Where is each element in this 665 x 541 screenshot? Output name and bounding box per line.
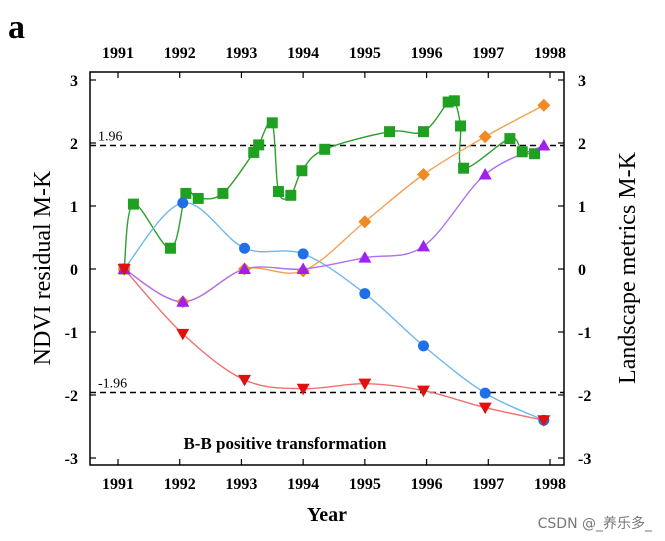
data-point-green-squares	[504, 133, 516, 145]
data-point-green-squares	[442, 96, 454, 108]
data-point-red-triangles-down	[238, 374, 252, 387]
x-axis-title: Year	[307, 504, 347, 526]
x-tick-label-top: 1996	[411, 45, 443, 62]
annotation-text: B-B positive transformation	[183, 434, 387, 453]
data-point-blue-circles	[177, 197, 189, 209]
series-line-red-triangles-down	[123, 268, 544, 421]
x-tick-label-bottom: 1996	[411, 476, 443, 493]
data-point-green-squares	[319, 143, 331, 155]
x-tick-label-top: 1995	[349, 45, 381, 62]
data-point-orange-diamonds	[537, 98, 551, 112]
y-tick-label-left: 3	[70, 73, 78, 90]
data-point-green-squares	[417, 126, 429, 138]
x-tick-label-top: 1992	[164, 45, 196, 62]
data-point-green-squares	[253, 139, 265, 151]
data-point-green-squares	[448, 95, 460, 107]
x-tick-label-bottom: 1997	[472, 476, 504, 493]
x-tick-label-bottom: 1995	[349, 476, 381, 493]
data-point-purple-triangles-up	[416, 239, 430, 252]
data-point-green-squares	[285, 189, 297, 201]
data-point-green-squares	[529, 148, 541, 160]
data-point-red-triangles-down	[296, 383, 310, 396]
data-point-green-squares	[458, 162, 470, 174]
series-line-green-squares	[123, 97, 535, 270]
data-point-green-squares	[180, 187, 192, 199]
data-point-blue-circles	[297, 248, 309, 260]
data-point-orange-diamonds	[358, 215, 372, 229]
y-tick-label-right: -1	[578, 325, 591, 342]
y-tick-label-right: 1	[578, 199, 586, 216]
panel-label: a	[8, 9, 25, 46]
x-tick-label-bottom: 1993	[225, 476, 257, 493]
x-tick-label-top: 1993	[225, 45, 257, 62]
data-point-green-squares	[266, 117, 278, 129]
data-point-green-squares	[516, 146, 528, 158]
y-tick-label-left: -3	[65, 451, 78, 468]
data-point-red-triangles-down	[176, 328, 190, 341]
data-point-purple-triangles-up	[296, 262, 310, 274]
x-tick-label-bottom: 1991	[102, 476, 134, 493]
x-tick-label-bottom: 1998	[534, 476, 566, 493]
data-point-green-squares	[455, 120, 467, 132]
x-tick-label-top: 1991	[102, 45, 134, 62]
y-tick-label-right: -2	[578, 388, 591, 405]
data-point-green-squares	[248, 146, 260, 158]
y-tick-label-left: 0	[70, 262, 78, 279]
x-tick-label-top: 1998	[534, 45, 566, 62]
threshold-label: 1.96	[98, 130, 123, 145]
data-point-blue-circles	[359, 288, 371, 300]
threshold-label: -1.96	[98, 376, 127, 391]
y-tick-label-right: 0	[578, 262, 586, 279]
y-tick-label-left: -2	[65, 388, 78, 405]
data-point-red-triangles-down	[117, 264, 131, 276]
y-axis-left-title: NDVI residual M-K	[30, 170, 56, 365]
data-point-blue-circles	[239, 242, 251, 254]
data-point-purple-triangles-up	[238, 262, 252, 274]
data-point-red-triangles-down	[358, 378, 372, 391]
series-line-purple-triangles-up	[123, 144, 545, 303]
data-point-red-triangles-down	[537, 415, 551, 427]
data-point-green-squares	[272, 186, 284, 198]
x-tick-label-bottom: 1994	[287, 476, 319, 493]
data-point-green-squares	[217, 187, 229, 199]
data-point-green-squares	[296, 165, 308, 177]
x-tick-label-top: 1997	[472, 45, 504, 62]
data-point-purple-triangles-up	[478, 168, 492, 180]
y-tick-label-left: 2	[70, 136, 78, 153]
data-point-purple-triangles-up	[537, 139, 551, 151]
data-point-green-squares	[164, 242, 176, 254]
data-point-green-squares	[384, 126, 396, 138]
data-point-blue-circles	[417, 340, 429, 352]
data-point-orange-diamonds	[416, 168, 430, 181]
y-tick-label-left: 1	[70, 199, 78, 216]
y-tick-label-left: -1	[65, 325, 78, 342]
x-tick-label-bottom: 1992	[164, 476, 196, 493]
data-point-blue-circles	[479, 387, 491, 399]
x-tick-label-top: 1994	[287, 45, 319, 62]
data-point-purple-triangles-up	[358, 251, 372, 263]
data-point-purple-triangles-up	[176, 295, 190, 307]
data-point-orange-diamonds	[478, 130, 492, 144]
y-axis-right-title: Landscape metrics M-K	[615, 151, 641, 384]
data-point-green-squares	[127, 198, 139, 210]
watermark: CSDN @_养乐多_	[538, 515, 653, 532]
data-point-red-triangles-down	[416, 385, 430, 398]
plot-frame	[89, 71, 565, 466]
series-line-blue-circles	[123, 202, 545, 421]
y-tick-label-right: 2	[578, 136, 586, 153]
data-point-green-squares	[192, 192, 204, 204]
y-tick-label-right: -3	[578, 451, 591, 468]
data-point-red-triangles-down	[478, 402, 492, 415]
y-tick-label-right: 3	[578, 73, 586, 90]
